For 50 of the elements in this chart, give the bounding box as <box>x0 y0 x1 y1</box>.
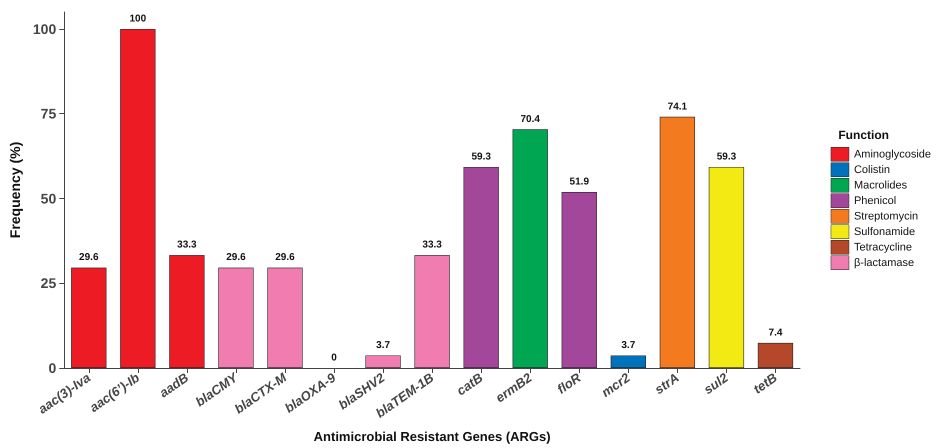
legend-label: Macrolides <box>854 179 908 192</box>
y-axis-title: Frequency (%) <box>7 142 23 238</box>
data-label: 29.6 <box>226 252 246 264</box>
x-tick-label: strA <box>652 370 682 398</box>
bar <box>120 28 156 368</box>
data-label: 59.3 <box>716 151 737 162</box>
x-tick-label: catB <box>454 370 486 398</box>
x-axis-title: Antimicrobial Resistant Genes (ARGs) <box>314 429 551 444</box>
data-label: 29.6 <box>79 252 99 264</box>
legend-label: Aminoglycoside <box>854 148 932 160</box>
legend-title: Function <box>838 128 889 142</box>
bar <box>365 355 401 368</box>
data-label: 51.9 <box>570 176 590 188</box>
y-tick-label: 75 <box>40 106 56 122</box>
bar <box>464 166 499 368</box>
legend-label: Streptomycin <box>854 210 918 222</box>
bar <box>562 192 597 368</box>
bar <box>414 255 450 368</box>
x-tick-label: floR <box>554 370 584 397</box>
x-tick-label: sul2 <box>700 369 732 398</box>
data-label: 3.7 <box>621 340 636 351</box>
data-label: 74.1 <box>668 101 688 112</box>
y-tick-label: 50 <box>40 190 56 206</box>
legend-label: Phenicol <box>854 194 896 207</box>
bar <box>758 342 794 368</box>
data-label: 59.3 <box>471 151 492 162</box>
data-label: 3.7 <box>376 340 390 351</box>
bar <box>218 268 254 368</box>
data-label: 7.4 <box>768 327 783 338</box>
data-label: 70.4 <box>520 114 540 125</box>
data-label: 29.6 <box>275 252 296 264</box>
y-tick-label: 100 <box>32 20 56 37</box>
legend-label: Sulfonamide <box>854 226 916 238</box>
bar <box>71 268 106 368</box>
bar <box>660 116 696 368</box>
data-label: 33.3 <box>422 240 442 251</box>
legend-label: β-lactamase <box>854 256 914 269</box>
bar <box>610 355 646 368</box>
bar <box>267 268 303 368</box>
x-tick-label: tetB <box>750 370 780 397</box>
bar <box>708 166 744 368</box>
data-label: 33.3 <box>177 240 198 251</box>
legend-label: Tetracycline <box>854 241 912 254</box>
y-tick-label: 25 <box>40 275 56 292</box>
data-label: 0 <box>331 352 338 364</box>
data-label: 100 <box>129 13 147 24</box>
y-tick-label: 0 <box>48 360 56 376</box>
bar <box>169 255 205 368</box>
bar <box>512 129 548 368</box>
legend-label: Colistin <box>854 164 890 176</box>
